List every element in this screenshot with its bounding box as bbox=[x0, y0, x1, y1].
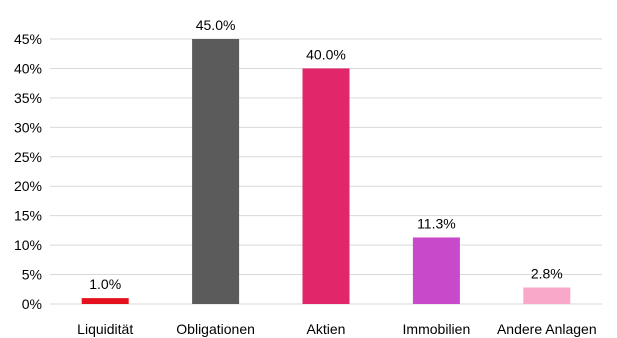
data-label: 45.0% bbox=[196, 17, 236, 33]
y-tick-label: 15% bbox=[14, 208, 42, 224]
x-category-label: Immobilien bbox=[403, 321, 471, 337]
y-tick-label: 0% bbox=[22, 296, 42, 312]
data-labels: 1.0% 45.0% 40.0% 11.3% 2.8% bbox=[89, 17, 563, 292]
data-label: 40.0% bbox=[306, 46, 346, 62]
data-label: 1.0% bbox=[89, 276, 121, 292]
x-category-label: Aktien bbox=[307, 321, 346, 337]
y-tick-label: 35% bbox=[14, 90, 42, 106]
data-label: 11.3% bbox=[417, 215, 456, 231]
x-category-label: Andere Anlagen bbox=[497, 321, 597, 337]
x-category-label: Obligationen bbox=[176, 321, 255, 337]
data-label: 2.8% bbox=[531, 266, 563, 282]
y-tick-label: 5% bbox=[22, 267, 42, 283]
bar bbox=[192, 39, 240, 304]
y-tick-label: 40% bbox=[14, 60, 42, 76]
y-tick-label: 25% bbox=[14, 149, 42, 165]
y-tick-label: 45% bbox=[14, 31, 42, 47]
bar bbox=[302, 68, 350, 304]
bar bbox=[523, 287, 571, 304]
bars bbox=[81, 39, 571, 304]
x-category-label: Liquidität bbox=[77, 321, 133, 337]
y-axis-ticks: 0% 5% 10% 15% 20% 25% 30% 35% 40% 45% bbox=[14, 31, 42, 312]
y-tick-label: 10% bbox=[14, 237, 42, 253]
bar bbox=[81, 298, 129, 304]
y-tick-label: 20% bbox=[14, 178, 42, 194]
x-axis-categories: Liquidität Obligationen Aktien Immobilien An… bbox=[77, 321, 596, 337]
y-tick-label: 30% bbox=[14, 119, 42, 135]
bar bbox=[412, 237, 460, 304]
